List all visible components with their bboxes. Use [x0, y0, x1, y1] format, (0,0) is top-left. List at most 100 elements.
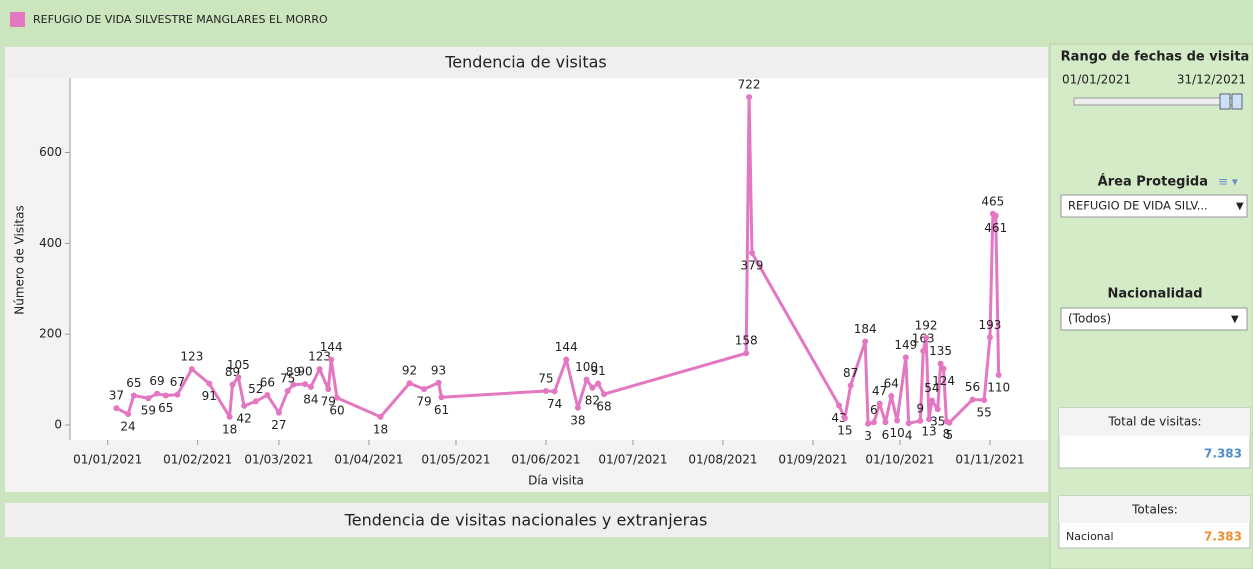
- data-label: 192: [915, 318, 938, 332]
- point: [145, 395, 152, 402]
- point: [743, 350, 750, 357]
- nationality-selected: (Todos): [1068, 312, 1111, 326]
- point: [969, 396, 976, 403]
- point: [325, 386, 332, 393]
- x-tick-label: 01/03/2021: [244, 453, 313, 467]
- point: [862, 338, 869, 345]
- point: [206, 380, 213, 387]
- total-value: 7.383: [1204, 447, 1242, 461]
- x-tick-label: 01/09/2021: [778, 453, 847, 467]
- point: [841, 415, 848, 422]
- slider-handle[interactable]: [1231, 93, 1243, 110]
- data-label: 43: [831, 411, 846, 425]
- data-label: 89: [286, 365, 301, 379]
- point: [290, 381, 297, 388]
- data-label: 27: [271, 418, 286, 432]
- data-label: 64: [884, 376, 899, 390]
- totals-header: [1059, 496, 1250, 523]
- point: [934, 406, 941, 413]
- point: [882, 419, 889, 426]
- point: [125, 411, 132, 418]
- point: [847, 382, 854, 389]
- data-label: 465: [981, 194, 1004, 208]
- data-label: 149: [894, 338, 917, 352]
- date-slider[interactable]: [1073, 97, 1241, 106]
- area-dropdown[interactable]: [1060, 194, 1248, 218]
- nationality-dropdown[interactable]: [1060, 307, 1248, 331]
- point: [377, 413, 384, 420]
- point: [563, 356, 570, 363]
- data-label: 91: [202, 389, 217, 403]
- y-tick-label: 600: [39, 145, 62, 159]
- data-label: 52: [248, 382, 263, 396]
- data-label: 10: [889, 426, 904, 440]
- point: [928, 397, 935, 404]
- y-tick-label: 400: [39, 236, 62, 250]
- point: [600, 391, 607, 398]
- data-label: 66: [260, 376, 275, 390]
- point: [917, 417, 924, 424]
- data-label: 100: [575, 360, 598, 374]
- data-label: 54: [924, 381, 939, 395]
- data-label: 144: [320, 340, 343, 354]
- point: [226, 413, 233, 420]
- point: [926, 416, 933, 423]
- legend-label: REFUGIO DE VIDA SILVESTRE MANGLARES EL M…: [33, 13, 328, 26]
- data-label: 18: [222, 422, 237, 436]
- series-line: [115, 95, 1001, 426]
- date-end: 31/12/2021: [1177, 73, 1246, 87]
- y-axis-area: [5, 78, 70, 492]
- data-label: 56: [965, 380, 980, 394]
- data-label: 105: [227, 358, 250, 372]
- point: [748, 249, 755, 256]
- point: [154, 390, 161, 397]
- point: [307, 383, 314, 390]
- data-label: 461: [984, 221, 1007, 235]
- data-label: 6: [882, 428, 890, 442]
- data-label: 15: [837, 424, 852, 438]
- data-label: 67: [170, 375, 185, 389]
- data-label: 65: [126, 376, 141, 390]
- point: [174, 391, 181, 398]
- slider-handle[interactable]: [1219, 93, 1231, 110]
- point: [589, 384, 596, 391]
- y-axis-label: Número de Visitas: [13, 205, 27, 314]
- data-label: 24: [120, 420, 135, 434]
- totals-row-value: 7.383: [1204, 530, 1242, 544]
- point: [923, 334, 930, 341]
- sidebar: [1049, 43, 1253, 569]
- data-label: 79: [321, 395, 336, 409]
- point: [275, 409, 282, 416]
- point: [229, 381, 236, 388]
- point: [328, 356, 335, 363]
- data-label: 60: [329, 403, 344, 417]
- second-title-bar: [5, 503, 1048, 537]
- point: [992, 212, 999, 219]
- data-label: 379: [741, 258, 764, 272]
- nationality-title: Nacionalidad: [1107, 287, 1202, 302]
- x-tick-label: 01/11/2021: [955, 453, 1024, 467]
- menu-icon[interactable]: ≡ ▾: [1218, 175, 1238, 189]
- data-label: 3: [864, 429, 872, 443]
- total-card-header: [1059, 408, 1250, 436]
- data-label: 90: [297, 365, 312, 379]
- totals-row-label: Nacional: [1066, 530, 1114, 543]
- date-start: 01/01/2021: [1062, 73, 1131, 87]
- data-label: 13: [921, 425, 936, 439]
- point: [252, 398, 259, 405]
- data-label: 55: [977, 406, 992, 420]
- data-label: 65: [158, 401, 173, 415]
- data-label: 722: [738, 78, 761, 92]
- data-label: 75: [280, 371, 295, 385]
- x-tick-label: 01/01/2021: [73, 453, 142, 467]
- point: [876, 400, 883, 407]
- data-label: 82: [585, 393, 600, 407]
- point: [986, 334, 993, 341]
- point: [542, 387, 549, 394]
- data-label: 135: [929, 344, 952, 358]
- point: [920, 347, 927, 354]
- point: [940, 365, 947, 372]
- point: [981, 397, 988, 404]
